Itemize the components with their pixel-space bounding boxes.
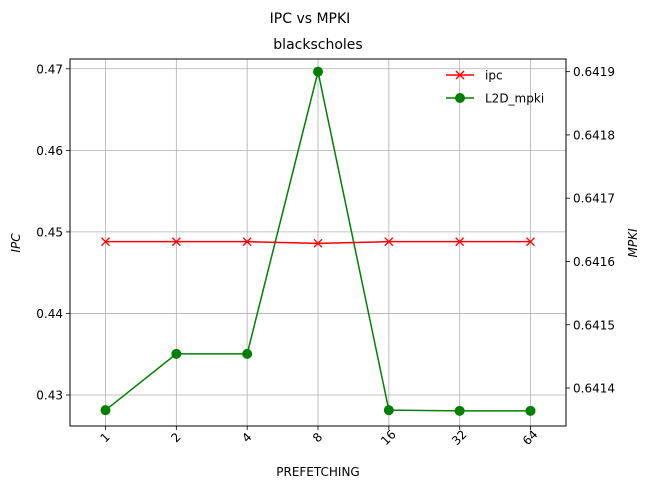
data-point-ipc-stroke xyxy=(384,237,394,247)
x-axis: 1 2 4 8 16 32 64 xyxy=(97,426,540,448)
data-point-ipc-stroke xyxy=(313,238,323,248)
chart-title: blackscholes xyxy=(273,37,362,53)
data-point-l2d-mpki xyxy=(242,348,253,359)
data-point-ipc xyxy=(171,237,181,247)
data-point-ipc xyxy=(101,237,110,247)
y-left-tick-label: 0.45 xyxy=(36,225,63,239)
y-left-tick-label: 0.44 xyxy=(36,307,63,321)
data-point-ipc-stroke xyxy=(455,237,465,247)
y-right-tick-label: 0.6419 xyxy=(573,65,615,79)
x-tick-label: 8 xyxy=(310,430,325,445)
data-point-l2d-mpki xyxy=(313,66,323,77)
y-right-tick-label: 0.6414 xyxy=(573,382,615,396)
data-point-ipc xyxy=(313,238,323,248)
y-left-tick-label: 0.43 xyxy=(36,389,63,403)
y-right-tick-label: 0.6415 xyxy=(573,318,615,332)
x-tick-label: 64 xyxy=(520,427,541,448)
legend-marker-ipc-stroke xyxy=(455,70,465,80)
data-point-ipc xyxy=(384,237,394,247)
data-point-l2d-mpki xyxy=(383,405,394,416)
data-point-l2d-mpki xyxy=(525,405,536,416)
legend-label-l2d-mpki: L2D_mpki xyxy=(485,92,544,106)
series-layer xyxy=(100,66,536,416)
legend-marker-l2d-mpki xyxy=(455,93,465,103)
data-point-l2d-mpki xyxy=(100,405,111,416)
data-point-ipc xyxy=(526,237,535,247)
y-right-tick-label: 0.6416 xyxy=(573,255,615,269)
y-right-tick-label: 0.6417 xyxy=(573,192,615,206)
chart-suptitle: IPC vs MPKI xyxy=(270,11,351,27)
data-point-ipc-stroke xyxy=(171,237,181,247)
data-point-l2d-mpki xyxy=(171,348,182,359)
data-point-ipc-stroke xyxy=(101,237,110,247)
y-axis-right: 0.6414 0.6415 0.6416 0.6417 0.6418 0.6419 xyxy=(566,65,615,396)
y-left-tick-label: 0.47 xyxy=(36,62,63,76)
y-axis-left: 0.43 0.44 0.45 0.46 0.47 xyxy=(36,62,70,403)
data-point-ipc-stroke xyxy=(242,237,252,247)
y-axis-left-label: IPC xyxy=(9,233,23,253)
legend-marker-ipc xyxy=(455,70,465,80)
x-axis-label: PREFETCHING xyxy=(276,465,359,479)
x-tick-label: 2 xyxy=(168,430,183,445)
legend: ipc L2D_mpki xyxy=(446,69,544,106)
x-tick-label: 16 xyxy=(378,427,399,448)
legend-label-ipc: ipc xyxy=(485,69,503,83)
x-tick-label: 4 xyxy=(239,430,254,445)
data-point-ipc xyxy=(242,237,252,247)
data-point-l2d-mpki xyxy=(454,405,465,416)
y-left-tick-label: 0.46 xyxy=(36,144,63,158)
y-right-tick-label: 0.6418 xyxy=(573,128,615,142)
x-tick-label: 1 xyxy=(97,430,112,445)
x-tick-label: 32 xyxy=(449,427,470,448)
y-axis-right-label: MPKI xyxy=(626,228,640,257)
data-point-ipc-stroke xyxy=(526,237,535,247)
data-point-ipc xyxy=(455,237,465,247)
